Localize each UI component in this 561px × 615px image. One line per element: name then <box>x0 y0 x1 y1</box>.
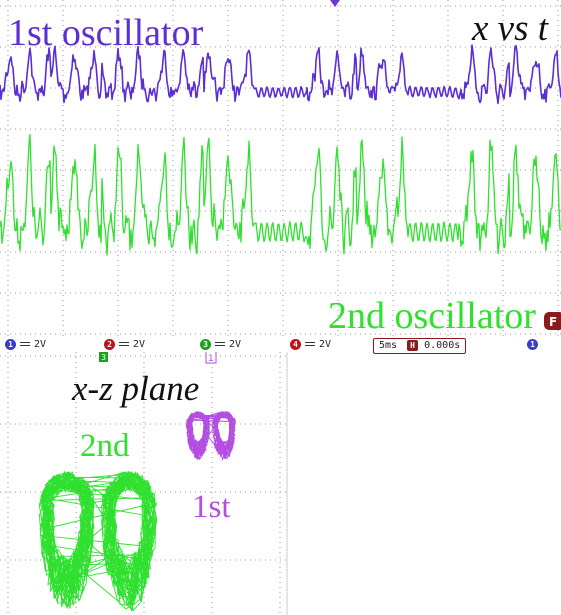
osc1-attractor <box>185 410 237 462</box>
channel-4-badge: 4 <box>290 338 301 350</box>
attractor-trace <box>185 410 237 462</box>
trigger-position-marker <box>330 0 340 7</box>
channel-2-volts: 2V <box>133 339 146 350</box>
dc-coupling-icon <box>215 340 225 348</box>
channel-2-badge: 2 <box>104 338 115 350</box>
delay-value: 0.000s <box>424 340 461 351</box>
ch3-marker-text: 3 <box>101 353 106 362</box>
timebase-readout[interactable]: 5ms H 0.000s <box>373 338 467 354</box>
channel-3-badge: 3 <box>200 338 211 350</box>
x-vs-t-label: x vs t <box>471 8 550 49</box>
osc1-attractor-label: 1st <box>192 489 231 525</box>
osc1-label: 1st oscillator <box>8 12 204 54</box>
time-plot-grid <box>0 0 561 336</box>
horizontal-delay-icon: H <box>407 339 419 351</box>
attractor-trace <box>38 470 158 612</box>
channel-2-scale[interactable]: 2 2V <box>104 338 145 352</box>
xz-plane-label: x-z plane <box>71 369 199 408</box>
channel-1-badge: 1 <box>5 338 16 350</box>
ch3-marker: 3 <box>99 352 108 362</box>
osc2-attractor <box>38 470 158 612</box>
osc2-label: 2nd oscillator <box>328 295 536 337</box>
trigger-channel[interactable]: 1 <box>527 338 538 352</box>
channel-3-scale[interactable]: 3 2V <box>200 338 241 352</box>
osc2-attractor-label: 2nd <box>80 428 130 464</box>
channel-3-volts: 2V <box>229 339 242 350</box>
osc2-waveform <box>0 133 561 256</box>
channel-4-scale[interactable]: 4 2V <box>290 338 331 352</box>
osc1-waveform <box>0 44 561 105</box>
ch1-marker: 1 <box>205 352 217 364</box>
xz-plane-plot: 3 1 x-z plane 2nd 1st <box>0 352 290 615</box>
trigger-channel-badge: 1 <box>527 338 538 350</box>
dc-coupling-icon <box>119 340 129 348</box>
scope-status-bar: 1 2V 2 2V 3 2V 4 2V 5ms H 0.000s 1 <box>0 338 561 354</box>
channel-1-scale[interactable]: 1 2V <box>5 338 46 352</box>
dc-coupling-icon <box>20 340 30 348</box>
channel-1-volts: 2V <box>34 339 47 350</box>
f-marker-badge: F <box>544 312 561 330</box>
channel-4-volts: 2V <box>319 339 332 350</box>
ch1-marker-text: 1 <box>208 354 214 364</box>
timebase-value: 5ms <box>379 340 398 351</box>
time-domain-plot: 1st oscillator x vs t 2nd oscillator F <box>0 0 561 337</box>
dc-coupling-icon <box>305 340 315 348</box>
f-marker-text: F <box>549 315 557 329</box>
